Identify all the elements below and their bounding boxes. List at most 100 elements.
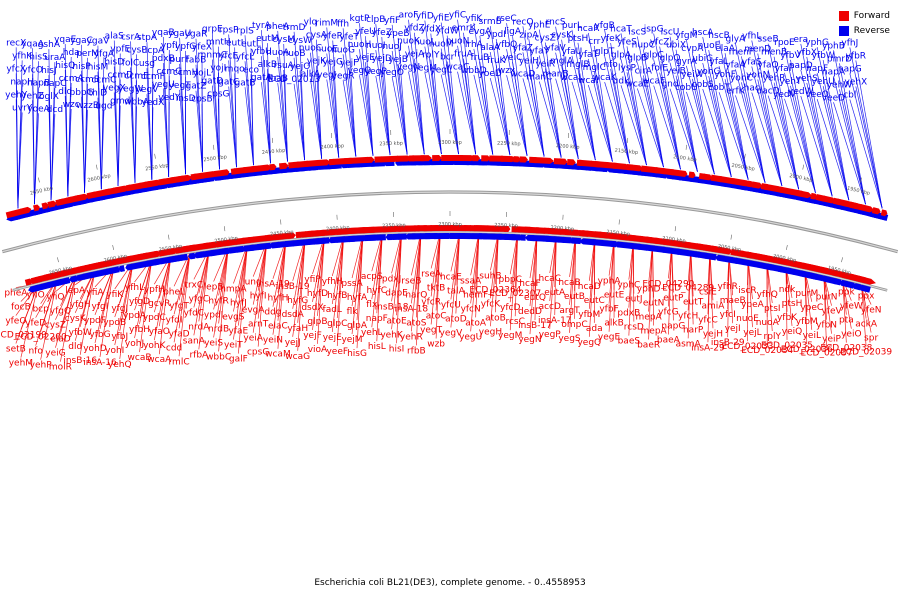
reverse-gene-link (261, 56, 271, 164)
forward-gene-link (588, 238, 596, 337)
reverse-gene-link (561, 39, 579, 159)
reverse-gene-link (692, 78, 715, 175)
gene-label: ccmG (156, 67, 182, 77)
gene-label: yfaS (742, 58, 762, 68)
gene-label: yeiA (243, 334, 263, 344)
reverse-gene-link (806, 82, 833, 197)
gene-label: yejE (356, 53, 375, 63)
reverse-gene-link (64, 95, 69, 197)
gene-label: ECD_02039 (840, 348, 892, 358)
reverse-gene-link (587, 84, 613, 162)
gene-label: yphB (822, 41, 845, 51)
gene-label: pdxJ (382, 274, 401, 284)
gene-label: ypfG (175, 42, 196, 52)
gene-label: ccmH (173, 68, 198, 78)
reverse-gene-link (250, 74, 254, 166)
gene-label: rfbB (407, 346, 426, 356)
gene-label: talA (447, 286, 466, 296)
gene-label: usg (139, 59, 155, 69)
gene-label: hyfJ (230, 299, 247, 309)
reverse-gene-link (636, 36, 664, 168)
reverse-gene-link (806, 56, 833, 197)
gene-label: wcaC (445, 63, 469, 73)
gene-label: insA-18 (395, 304, 429, 314)
gene-label: hcaD (578, 282, 601, 292)
gene-label: atoC (426, 311, 447, 321)
reverse-gene-link (767, 69, 800, 190)
gene-label: cysA (306, 31, 328, 41)
gene-label: yejL (743, 328, 761, 338)
reverse-gene-arrow (569, 237, 577, 244)
gene-label: yfiQ (46, 293, 64, 303)
gene-label: yfbV (780, 51, 801, 61)
gene-label: yfbR (846, 51, 866, 61)
gene-label: ECD_02364 (469, 285, 521, 295)
gene-label: yohG (697, 67, 721, 77)
gene-label: wbbA (124, 97, 150, 107)
gene-label: wcaF (642, 77, 665, 87)
reverse-gene-link (234, 73, 237, 168)
gene-label: wzzB (76, 101, 99, 111)
gene-label: eutT (683, 297, 704, 307)
gene-label: cirA (635, 66, 653, 76)
reverse-gene-arrow (548, 236, 566, 243)
gene-label: aroF (399, 11, 419, 21)
gene-label: baeR (637, 341, 660, 351)
reverse-gene-link (397, 63, 408, 155)
gene-label: yfhQ (757, 290, 778, 300)
forward-gene-link-lines (15, 231, 872, 362)
reverse-gene-arrow (219, 247, 230, 255)
gene-label: cysP (126, 45, 147, 55)
gene-label: yfiA (86, 288, 104, 298)
reverse-gene-link (610, 69, 630, 164)
reverse-gene-link (130, 93, 136, 183)
gene-label: yfbF (599, 305, 618, 315)
gene-label: yegX (103, 84, 126, 94)
gene-label: pdxB (152, 54, 175, 64)
gene-label: rncS (546, 18, 566, 28)
gene-label: narQ (405, 290, 427, 300)
gene-label: cobS (692, 80, 714, 90)
gene-label: yohI (105, 346, 124, 356)
gene-label: ubiX (666, 41, 686, 51)
reverse-gene-link (767, 43, 800, 190)
gene-label: hscA (692, 28, 714, 38)
gene-label: yfaT (579, 50, 599, 60)
backbone-arc (12, 231, 888, 291)
forward-gene-arrow (859, 204, 875, 213)
gene-label: cysZ (45, 321, 66, 331)
gene-label: gshA (38, 40, 61, 50)
reverse-gene-arrow (385, 233, 393, 241)
gene-label: yeiP (822, 335, 841, 345)
forward-gene-link (297, 238, 306, 351)
reverse-gene-link (391, 76, 408, 155)
gene-label: ygaV (87, 37, 111, 47)
forward-gene-link (534, 234, 538, 321)
gene-label: menB (761, 48, 787, 58)
gene-label: yegV (136, 85, 160, 95)
gene-label: hisP (72, 62, 91, 72)
reverse-gene-arrow (254, 243, 266, 251)
reverse-gene-link (277, 56, 288, 162)
scale-tick-label: 2550 kbp (159, 244, 183, 254)
gene-label: dedD (518, 307, 542, 317)
scale-tick (223, 226, 226, 232)
forward-gene-link (861, 283, 867, 347)
gene-label: pheL (163, 287, 185, 297)
reverse-gene-link (446, 35, 459, 155)
reverse-swatch (838, 25, 849, 36)
reverse-gene-arrow (845, 281, 855, 289)
scale-tick-label: 2200 kbp (556, 143, 580, 151)
scale-tick-label: 2050 kbp (731, 163, 755, 173)
reverse-gene-link (741, 82, 766, 183)
gene-label: nuoA (266, 48, 290, 58)
scale-tick (685, 144, 688, 150)
reverse-gene-link (134, 106, 137, 183)
reverse-gene-arrow (268, 241, 280, 249)
gene-label: yfiD (416, 12, 434, 22)
gene-label: eutL (241, 39, 261, 49)
gene-label: ppx (858, 292, 875, 302)
gene-label: yejO (290, 62, 310, 72)
reverse-gene-link (414, 32, 425, 155)
